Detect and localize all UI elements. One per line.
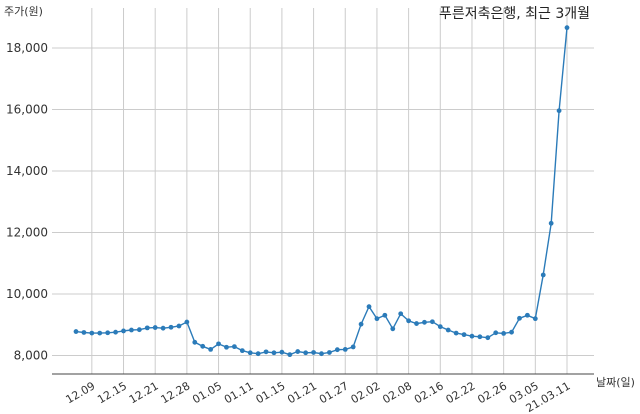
y-tick-label: 18,000 — [6, 41, 48, 55]
data-point — [501, 331, 507, 336]
x-tick-label: 02.16 — [412, 379, 446, 406]
data-point — [113, 329, 118, 335]
x-tick-label: 12.15 — [95, 379, 129, 406]
data-point — [231, 344, 237, 350]
grid-lines — [52, 8, 594, 374]
data-point — [374, 316, 380, 322]
x-tick-label: 12.21 — [127, 379, 161, 406]
data-point — [540, 272, 546, 278]
x-tick-label: 02.02 — [349, 379, 383, 406]
data-point — [216, 341, 221, 347]
data-point — [184, 319, 190, 325]
data-point — [208, 346, 214, 352]
data-point — [271, 350, 277, 356]
price-series — [73, 25, 570, 358]
data-point — [437, 324, 443, 330]
data-point — [287, 352, 293, 358]
data-point — [382, 312, 388, 318]
y-tick-label: 8,000 — [14, 349, 48, 363]
data-point — [319, 351, 324, 357]
y-tick-label: 10,000 — [6, 287, 48, 301]
data-point — [406, 318, 412, 324]
series-line — [75, 27, 568, 356]
data-point — [366, 304, 372, 310]
data-point — [342, 346, 348, 352]
data-point — [525, 312, 530, 318]
data-point — [176, 323, 182, 329]
x-axis-title: 날짜(일) — [596, 375, 635, 389]
x-tick-label: 01.27 — [317, 379, 351, 406]
data-point — [239, 348, 245, 354]
data-point — [168, 324, 174, 330]
data-point — [255, 351, 261, 357]
data-point — [469, 333, 475, 339]
data-point — [247, 350, 253, 356]
data-point — [485, 335, 491, 341]
y-tick-label: 12,000 — [6, 226, 48, 240]
x-tick-label: 01.05 — [190, 379, 224, 406]
data-point — [414, 321, 419, 326]
data-point — [81, 330, 87, 335]
x-tick-label: 01.11 — [222, 379, 256, 406]
data-point — [509, 329, 514, 335]
data-point — [295, 349, 301, 354]
data-point — [398, 311, 404, 317]
data-point — [279, 349, 285, 355]
data-point — [327, 350, 332, 355]
data-point — [144, 325, 150, 331]
x-tick-label: 01.21 — [285, 379, 319, 406]
data-point — [73, 329, 79, 334]
data-point — [358, 321, 364, 327]
data-point — [493, 330, 499, 336]
data-point — [311, 350, 316, 355]
x-tick-label: 02.26 — [475, 379, 509, 406]
data-point — [445, 327, 451, 333]
data-point — [105, 330, 111, 336]
data-point — [564, 25, 570, 31]
data-point — [350, 344, 356, 350]
x-tick-label: 02.22 — [444, 379, 478, 406]
data-point — [390, 326, 396, 332]
data-point — [422, 319, 427, 325]
data-point — [200, 343, 206, 349]
data-point — [453, 330, 459, 336]
x-tick-label: 12.28 — [159, 379, 193, 406]
data-point — [556, 108, 562, 114]
data-point — [263, 349, 269, 355]
data-point — [517, 315, 522, 321]
data-point — [97, 330, 103, 336]
data-point — [334, 347, 340, 353]
y-axis-title: 주가(원) — [4, 5, 43, 18]
data-point — [429, 319, 435, 325]
data-point — [136, 327, 142, 333]
data-point — [303, 350, 309, 356]
y-tick-label: 14,000 — [6, 164, 48, 178]
x-tick-label: 02.08 — [380, 379, 414, 406]
y-tick-label: 16,000 — [6, 102, 48, 116]
data-point — [461, 332, 467, 338]
data-point — [532, 316, 538, 322]
chart-title: 푸른저축은행, 최근 3개월 — [439, 6, 590, 22]
data-point — [160, 325, 166, 331]
x-tick-labels: 12.0912.1512.2112.2801.0501.1101.1501.21… — [64, 379, 573, 414]
data-point — [152, 325, 158, 330]
data-point — [548, 220, 554, 226]
data-point — [192, 339, 198, 345]
data-point — [121, 328, 126, 334]
x-tick-label: 01.15 — [254, 379, 288, 406]
data-point — [477, 334, 483, 340]
y-tick-labels: 8,000 10,000 12,000 14,000 16,000 18,000 — [6, 41, 48, 363]
x-tick-label: 12.09 — [64, 379, 98, 406]
data-point — [89, 330, 95, 336]
data-point — [224, 344, 229, 350]
data-point — [129, 327, 134, 333]
